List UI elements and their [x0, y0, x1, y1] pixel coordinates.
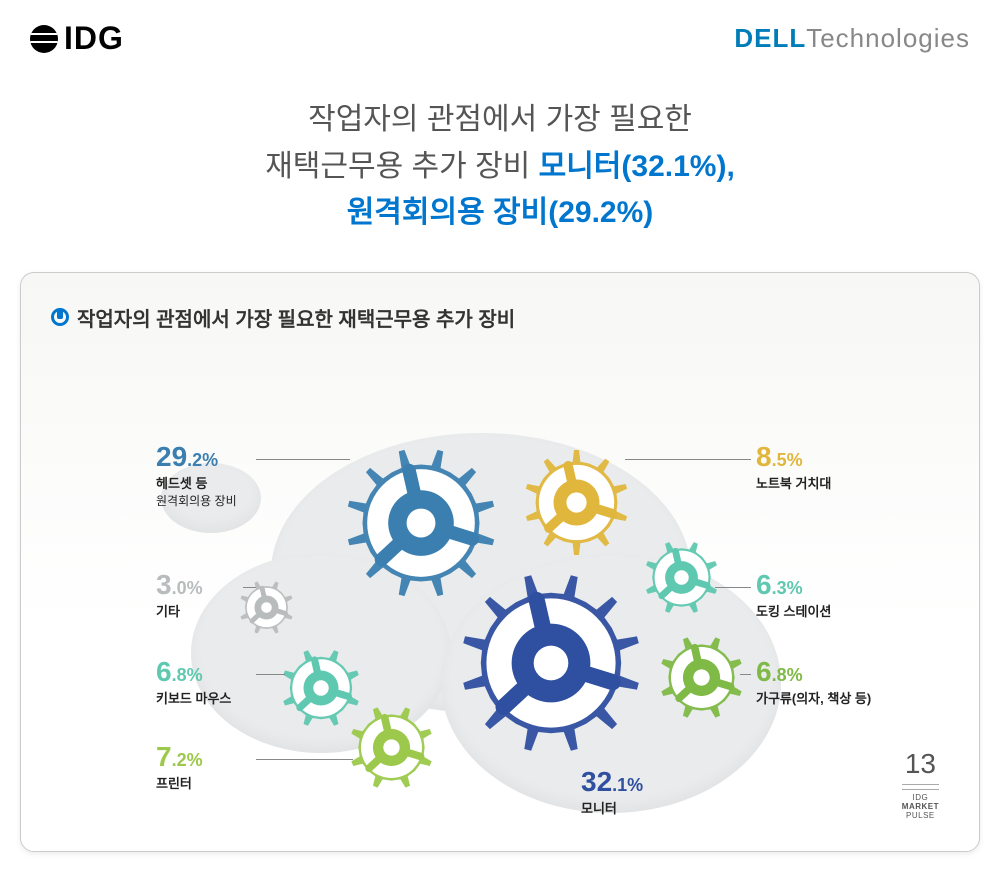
leader-printer — [256, 759, 353, 760]
label-printer: 7.2% 프린터 — [156, 743, 203, 792]
bullet-icon — [51, 308, 69, 326]
name-laptop: 노트북 거치대 — [756, 473, 831, 492]
chart-panel: 작업자의 관점에서 가장 필요한 재택근무용 추가 장비 29.2% 헤드셋 등원… — [20, 272, 980, 852]
leader-remote — [256, 459, 350, 460]
sub-remote: 원격회의용 장비 — [156, 492, 237, 509]
name-remote: 헤드셋 등 — [156, 473, 237, 492]
pct-printer: 7.2% — [156, 743, 203, 771]
pct-remote: 29.2% — [156, 443, 237, 471]
label-monitor: 32.1% 모니터 — [581, 768, 643, 817]
headline-highlight-2: 원격회의용 장비(29.2%) — [347, 196, 654, 229]
name-other: 기타 — [156, 601, 203, 620]
gear-furniture — [659, 635, 744, 720]
idg-logo: IDG — [30, 20, 124, 57]
name-furniture: 가구류(의자, 책상 등) — [756, 688, 871, 707]
gear-printer — [349, 705, 434, 790]
leader-furniture — [740, 674, 752, 675]
gear-diagram: 29.2% 헤드셋 등원격회의용 장비 3.0% 기타 6.8% 키보드 마우스 7.… — [21, 353, 979, 801]
idg-logo-text: IDG — [64, 20, 124, 57]
gear-other — [239, 580, 294, 635]
idg-globe-icon — [30, 25, 58, 53]
header: IDG DELLTechnologies — [0, 0, 1000, 67]
gear-laptop — [524, 450, 629, 555]
headline-line2a: 재택근무용 추가 장비 — [265, 150, 538, 183]
label-remote: 29.2% 헤드셋 등원격회의용 장비 — [156, 443, 237, 509]
headline-line1: 작업자의 관점에서 가장 필요한 — [308, 103, 692, 136]
dell-sub-text: Technologies — [806, 23, 970, 53]
name-printer: 프린터 — [156, 773, 203, 792]
panel-title: 작업자의 관점에서 가장 필요한 재택근무용 추가 장비 — [51, 303, 949, 332]
label-kbmouse: 6.8% 키보드 마우스 — [156, 658, 231, 707]
leader-laptop — [625, 459, 752, 460]
pct-furniture: 6.8% — [756, 658, 871, 686]
panel-title-text: 작업자의 관점에서 가장 필요한 재택근무용 추가 장비 — [77, 303, 515, 332]
headline: 작업자의 관점에서 가장 필요한 재택근무용 추가 장비 모니터(32.1%),… — [0, 97, 1000, 237]
pct-laptop: 8.5% — [756, 443, 831, 471]
leader-kbmouse — [256, 674, 285, 675]
dell-logo: DELLTechnologies — [734, 23, 970, 54]
page-footer: 13 IDG MARKET PULSE — [902, 748, 939, 820]
gear-monitor — [461, 573, 641, 753]
label-furniture: 6.8% 가구류(의자, 책상 등) — [756, 658, 871, 707]
pct-other: 3.0% — [156, 571, 203, 599]
footer-brand: IDG MARKET PULSE — [902, 789, 939, 820]
page-number: 13 — [902, 748, 939, 785]
pct-monitor: 32.1% — [581, 768, 643, 796]
name-monitor: 모니터 — [581, 798, 643, 817]
gear-docking — [644, 540, 719, 615]
label-other: 3.0% 기타 — [156, 571, 203, 620]
label-docking: 6.3% 도킹 스테이션 — [756, 571, 831, 620]
dell-brand-text: DELL — [734, 23, 806, 53]
headline-highlight-1: 모니터(32.1%), — [539, 150, 735, 183]
name-docking: 도킹 스테이션 — [756, 601, 831, 620]
name-kbmouse: 키보드 마우스 — [156, 688, 231, 707]
leader-docking — [715, 587, 752, 588]
pct-docking: 6.3% — [756, 571, 831, 599]
leader-other — [243, 587, 257, 588]
label-laptop: 8.5% 노트북 거치대 — [756, 443, 831, 492]
pct-kbmouse: 6.8% — [156, 658, 231, 686]
